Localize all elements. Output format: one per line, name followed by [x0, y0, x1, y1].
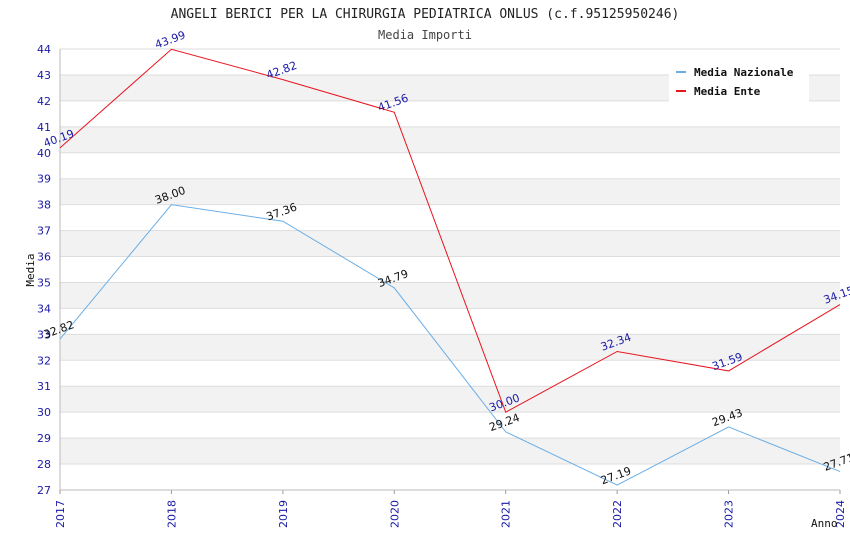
- y-tick-label: 31: [37, 380, 51, 393]
- chart-subtitle: Media Importi: [378, 28, 472, 42]
- chart-title: ANGELI BERICI PER LA CHIRURGIA PEDIATRIC…: [171, 7, 680, 22]
- y-tick-label: 42: [37, 95, 51, 108]
- x-tick-label: 2020: [388, 500, 401, 528]
- grid-band: [60, 152, 840, 179]
- legend-label: Media Ente: [694, 85, 761, 98]
- y-tick-label: 32: [37, 354, 51, 367]
- y-tick-label: 43: [37, 69, 51, 82]
- x-axis-label: Anno: [811, 517, 838, 530]
- series-line: [59, 48, 841, 413]
- series-line: [59, 204, 841, 486]
- x-axis-ticks: 2017 2018 2019 2020 2021 2022 2023 2024: [54, 490, 847, 528]
- y-axis-label: Media: [24, 253, 37, 286]
- grid-band: [60, 178, 840, 205]
- x-tick-label: 2024: [834, 500, 847, 528]
- grid-band: [60, 282, 840, 309]
- grid-band: [60, 256, 840, 283]
- grid-band: [60, 230, 840, 257]
- x-tick-label: 2017: [54, 500, 67, 528]
- x-tick-label: 2023: [723, 500, 736, 528]
- legend: Media Nazionale Media Ente: [669, 60, 809, 102]
- y-tick-label: 44: [37, 43, 51, 56]
- y-tick-label: 34: [37, 302, 51, 315]
- y-tick-label: 27: [37, 484, 51, 497]
- y-axis-ticks: 27 28 29 30 31 32 33 34 35 36 37 38 39 40 41 42 43 44: [37, 43, 51, 497]
- grid-band: [60, 308, 840, 335]
- grid-band: [60, 334, 840, 361]
- grid-bands: [60, 48, 840, 491]
- y-tick-label: 30: [37, 406, 51, 419]
- y-tick-label: 39: [37, 173, 51, 186]
- grid-band: [60, 438, 840, 465]
- y-tick-label: 28: [37, 458, 51, 471]
- grid-band: [60, 126, 840, 153]
- grid-band: [60, 360, 840, 387]
- grid-band: [60, 412, 840, 439]
- legend-box: [669, 60, 809, 102]
- grid-band: [60, 386, 840, 413]
- x-tick-label: 2022: [611, 500, 624, 528]
- x-tick-label: 2021: [500, 500, 513, 528]
- grid-band: [60, 464, 840, 490]
- y-tick-label: 37: [37, 225, 51, 238]
- series-lines: [59, 48, 841, 486]
- data-label: 43.99: [153, 28, 187, 51]
- y-tick-label: 29: [37, 432, 51, 445]
- y-tick-label: 41: [37, 121, 51, 134]
- legend-label: Media Nazionale: [694, 66, 794, 79]
- x-tick-label: 2018: [165, 500, 178, 528]
- y-tick-label: 33: [37, 328, 51, 341]
- grid-band: [60, 204, 840, 231]
- y-tick-label: 40: [37, 147, 51, 160]
- x-tick-label: 2019: [277, 500, 290, 528]
- y-tick-label: 35: [37, 276, 51, 289]
- grid-band: [60, 100, 840, 127]
- y-tick-label: 38: [37, 199, 51, 212]
- y-tick-label: 36: [37, 251, 51, 264]
